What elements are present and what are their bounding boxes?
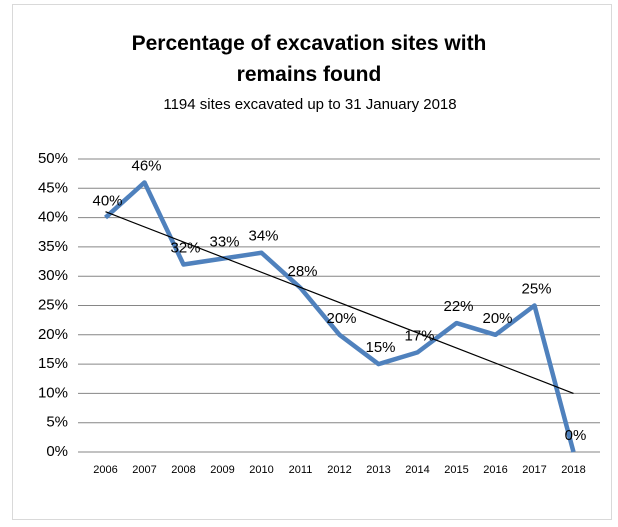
x-tick-label: 2014	[405, 464, 429, 476]
y-tick-label: 30%	[38, 267, 68, 284]
x-tick-label: 2016	[483, 464, 507, 476]
x-tick-label: 2011	[289, 464, 313, 476]
data-line	[103, 180, 576, 453]
x-tick-label: 2015	[444, 464, 468, 476]
y-tick-label: 35%	[38, 238, 68, 255]
data-label: 25%	[521, 280, 551, 297]
trend-line	[105, 211, 574, 394]
x-tick-label: 2008	[171, 464, 195, 476]
x-tick-label: 2009	[210, 464, 234, 476]
y-tick-label: 0%	[46, 443, 68, 460]
x-tick-label: 2010	[249, 464, 273, 476]
data-label: 33%	[209, 234, 239, 251]
data-label: 22%	[443, 298, 473, 315]
data-label: 46%	[131, 157, 161, 174]
y-tick-label: 10%	[38, 384, 68, 401]
chart-border	[12, 4, 612, 520]
x-tick-label: 2012	[327, 464, 351, 476]
data-label: 0%	[565, 427, 587, 444]
x-tick-label: 2007	[132, 464, 156, 476]
y-tick-label: 15%	[38, 355, 68, 372]
x-tick-label: 2017	[522, 464, 546, 476]
y-tick-label: 25%	[38, 296, 68, 313]
x-tick-label: 2018	[561, 464, 585, 476]
data-label: 40%	[92, 193, 122, 210]
y-tick-label: 5%	[46, 414, 68, 431]
y-tick-label: 40%	[38, 209, 68, 226]
chart-title: Percentage of excavation sites with rema…	[131, 32, 487, 86]
data-label: 20%	[482, 310, 512, 327]
data-label: 15%	[365, 339, 395, 356]
chart-subtitle: 1194 sites excavated up to 31 January 20…	[163, 96, 457, 113]
y-tick-label: 45%	[38, 179, 68, 196]
x-tick-label: 2013	[366, 464, 390, 476]
y-tick-label: 50%	[38, 150, 68, 167]
data-label: 20%	[326, 310, 356, 327]
y-tick-label: 20%	[38, 326, 68, 343]
data-label: 34%	[248, 228, 278, 245]
data-label: 17%	[404, 327, 434, 344]
data-label: 32%	[170, 239, 200, 256]
data-label: 28%	[287, 263, 317, 280]
x-tick-label: 2006	[93, 464, 117, 476]
